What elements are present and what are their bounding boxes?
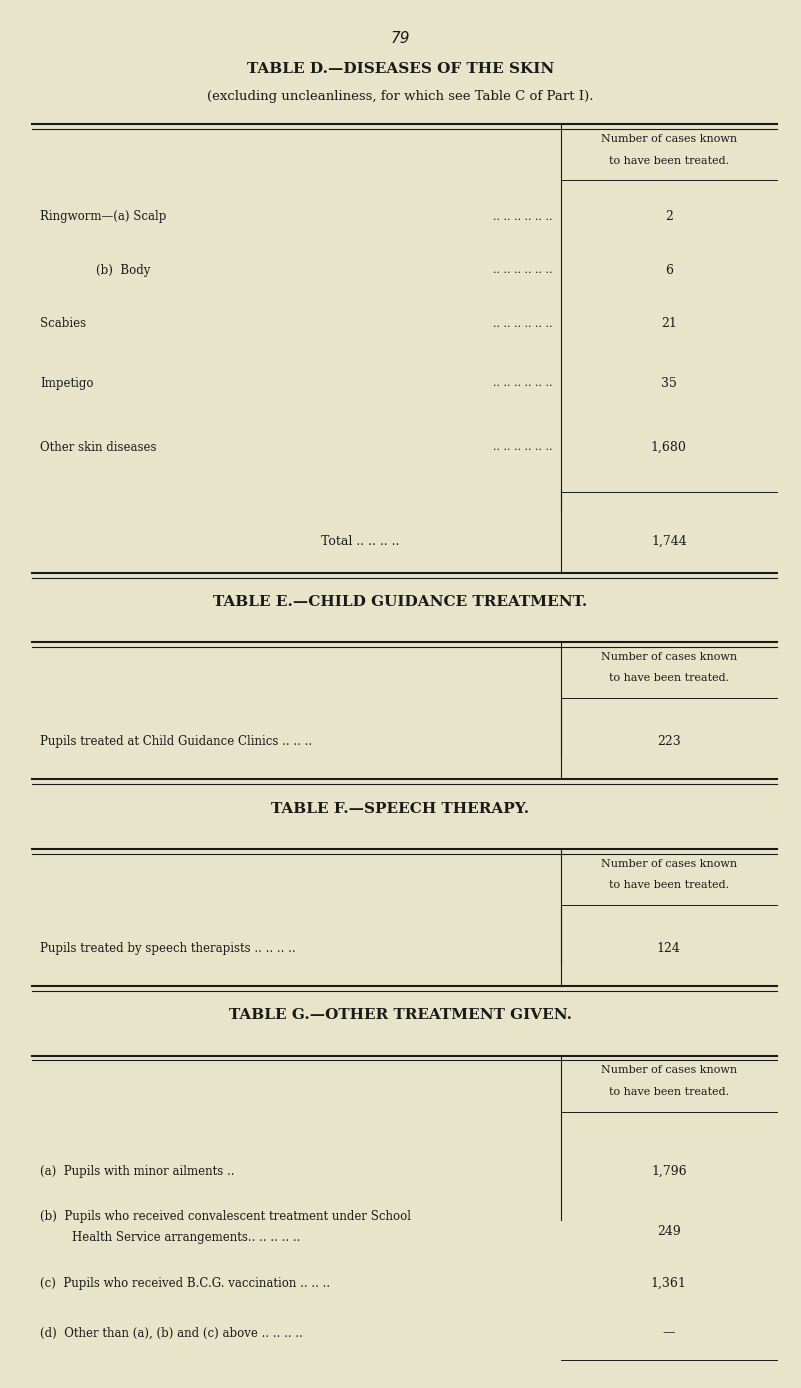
Text: 1,680: 1,680 (651, 441, 686, 454)
Text: (c)  Pupils who received B.C.G. vaccination .. .. ..: (c) Pupils who received B.C.G. vaccinati… (40, 1277, 330, 1289)
Text: Pupils treated by speech therapists .. .. .. ..: Pupils treated by speech therapists .. .… (40, 942, 296, 955)
Text: to have been treated.: to have been treated. (609, 1087, 729, 1097)
Text: TABLE G.—OTHER TREATMENT GIVEN.: TABLE G.—OTHER TREATMENT GIVEN. (229, 1008, 572, 1022)
Text: (a)  Pupils with minor ailments ..: (a) Pupils with minor ailments .. (40, 1165, 235, 1178)
Text: .. .. .. .. .. ..: .. .. .. .. .. .. (493, 443, 553, 452)
Text: (d)  Other than (a), (b) and (c) above .. .. .. ..: (d) Other than (a), (b) and (c) above ..… (40, 1327, 303, 1339)
Text: 124: 124 (657, 942, 681, 955)
Text: (b)  Body: (b) Body (96, 264, 151, 276)
Text: 249: 249 (657, 1224, 681, 1238)
Text: 35: 35 (661, 378, 677, 390)
Text: Impetigo: Impetigo (40, 378, 94, 390)
Text: .. .. .. .. .. ..: .. .. .. .. .. .. (493, 211, 553, 222)
Text: .. .. .. .. .. ..: .. .. .. .. .. .. (493, 379, 553, 389)
Text: Health Service arrangements.. .. .. .. ..: Health Service arrangements.. .. .. .. .… (72, 1231, 300, 1244)
Text: Ringworm—(a) Scalp: Ringworm—(a) Scalp (40, 210, 167, 223)
Text: 223: 223 (657, 736, 681, 748)
Text: 1,744: 1,744 (651, 534, 686, 548)
Text: Scabies: Scabies (40, 316, 87, 330)
Text: Other skin diseases: Other skin diseases (40, 441, 156, 454)
Text: Number of cases known: Number of cases known (601, 135, 737, 144)
Text: 1,796: 1,796 (651, 1165, 686, 1178)
Text: .. .. .. .. .. ..: .. .. .. .. .. .. (493, 265, 553, 275)
Text: (b)  Pupils who received convalescent treatment under School: (b) Pupils who received convalescent tre… (40, 1209, 411, 1223)
Text: TABLE D.—DISEASES OF THE SKIN: TABLE D.—DISEASES OF THE SKIN (247, 62, 554, 76)
Text: .. .. .. .. .. ..: .. .. .. .. .. .. (493, 319, 553, 329)
Text: Pupils treated at Child Guidance Clinics .. .. ..: Pupils treated at Child Guidance Clinics… (40, 736, 312, 748)
Text: TABLE F.—SPEECH THERAPY.: TABLE F.—SPEECH THERAPY. (272, 802, 529, 816)
Text: TABLE E.—CHILD GUIDANCE TREATMENT.: TABLE E.—CHILD GUIDANCE TREATMENT. (213, 595, 588, 609)
Text: to have been treated.: to have been treated. (609, 155, 729, 165)
Text: 21: 21 (661, 316, 677, 330)
Text: to have been treated.: to have been treated. (609, 673, 729, 683)
Text: to have been treated.: to have been treated. (609, 880, 729, 890)
Text: 6: 6 (665, 264, 673, 276)
Text: 1,361: 1,361 (651, 1277, 686, 1289)
Text: —: — (662, 1327, 675, 1339)
Text: Number of cases known: Number of cases known (601, 859, 737, 869)
Text: Number of cases known: Number of cases known (601, 1066, 737, 1076)
Text: (excluding uncleanliness, for which see Table C of Part I).: (excluding uncleanliness, for which see … (207, 90, 594, 103)
Text: 2: 2 (665, 210, 673, 223)
Text: 79: 79 (391, 31, 410, 46)
Text: Number of cases known: Number of cases known (601, 652, 737, 662)
Text: Total .. .. .. ..: Total .. .. .. .. (321, 534, 400, 548)
